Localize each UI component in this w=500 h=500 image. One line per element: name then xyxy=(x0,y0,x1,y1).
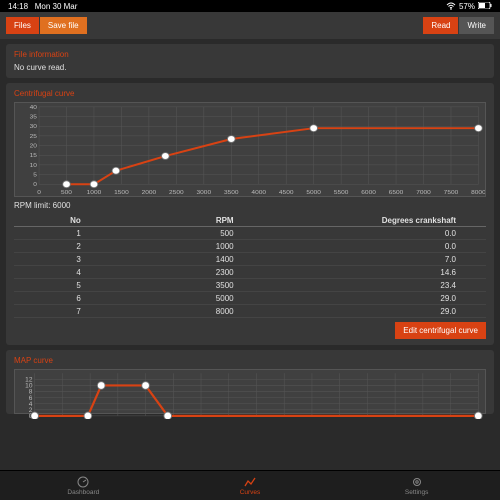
svg-text:3500: 3500 xyxy=(224,189,239,196)
table-row[interactable]: 6500029.0 xyxy=(14,292,486,305)
rpm-limit-label: RPM limit: 6000 xyxy=(14,201,486,210)
status-time: 14:18 xyxy=(8,2,28,11)
svg-text:1500: 1500 xyxy=(114,189,129,196)
svg-text:1000: 1000 xyxy=(87,189,102,196)
read-button[interactable]: Read xyxy=(423,17,458,34)
svg-text:6: 6 xyxy=(29,395,33,402)
map-chart[interactable]: 024681012 xyxy=(14,369,486,414)
svg-text:8: 8 xyxy=(29,389,33,396)
table-header: RPM xyxy=(85,214,274,227)
svg-text:0: 0 xyxy=(37,189,41,196)
svg-text:3000: 3000 xyxy=(197,189,212,196)
table-row[interactable]: 210000.0 xyxy=(14,240,486,253)
svg-text:5500: 5500 xyxy=(334,189,349,196)
edit-centrifugal-button[interactable]: Edit centrifugal curve xyxy=(395,322,486,339)
centrifugal-chart[interactable]: 0 5 10 15 20 25 30 35 40 0 500 1000 1500 2000 2500 3000… xyxy=(14,102,486,197)
file-info-title: File information xyxy=(14,50,486,59)
nav-label: Settings xyxy=(405,489,429,496)
svg-text:6000: 6000 xyxy=(361,189,376,196)
svg-text:4500: 4500 xyxy=(279,189,294,196)
svg-text:25: 25 xyxy=(30,133,38,140)
nav-label: Curves xyxy=(240,489,261,496)
svg-text:10: 10 xyxy=(30,162,38,169)
status-date: Mon 30 Mar xyxy=(35,2,78,11)
svg-text:4000: 4000 xyxy=(251,189,266,196)
svg-text:5: 5 xyxy=(33,172,37,179)
map-title: MAP curve xyxy=(14,356,486,365)
centrifugal-title: Centrifugal curve xyxy=(14,89,486,98)
bottom-nav: Dashboard Curves Settings xyxy=(0,470,500,500)
svg-text:10: 10 xyxy=(25,383,33,390)
gauge-icon xyxy=(77,476,89,488)
centrifugal-table: NoRPMDegrees crankshaft 15000.0210000.03… xyxy=(14,214,486,318)
svg-text:0: 0 xyxy=(33,181,37,188)
file-info-panel: File information No curve read. xyxy=(6,44,494,78)
curves-icon xyxy=(244,476,256,488)
table-row[interactable]: 4230014.6 xyxy=(14,266,486,279)
toolbar: Files Save file Read Write xyxy=(0,12,500,39)
table-header: Degrees crankshaft xyxy=(274,214,486,227)
status-bar: 14:18 Mon 30 Mar 57% xyxy=(0,0,500,12)
wifi-icon xyxy=(446,2,456,12)
svg-text:30: 30 xyxy=(30,123,38,130)
battery-pct: 57% xyxy=(459,2,475,11)
svg-text:35: 35 xyxy=(30,114,38,121)
nav-settings[interactable]: Settings xyxy=(333,471,500,500)
svg-text:4: 4 xyxy=(29,401,33,408)
svg-text:40: 40 xyxy=(30,104,38,111)
svg-text:6500: 6500 xyxy=(389,189,404,196)
svg-text:5000: 5000 xyxy=(306,189,321,196)
svg-text:15: 15 xyxy=(30,152,38,159)
svg-text:500: 500 xyxy=(61,189,73,196)
nav-dashboard[interactable]: Dashboard xyxy=(0,471,167,500)
svg-text:8000: 8000 xyxy=(471,189,485,196)
table-row[interactable]: 15000.0 xyxy=(14,227,486,240)
file-info-body: No curve read. xyxy=(14,63,486,72)
save-file-button[interactable]: Save file xyxy=(40,17,87,34)
svg-text:7500: 7500 xyxy=(444,189,459,196)
svg-text:20: 20 xyxy=(30,143,38,150)
battery-icon xyxy=(478,2,492,11)
svg-text:2000: 2000 xyxy=(142,189,157,196)
table-row[interactable]: 5350023.4 xyxy=(14,279,486,292)
svg-text:7000: 7000 xyxy=(416,189,431,196)
svg-text:12: 12 xyxy=(25,377,33,384)
centrifugal-panel: Centrifugal curve 0 5 10 15 20 25 30 35 40 0 500 10… xyxy=(6,83,494,345)
svg-text:2500: 2500 xyxy=(169,189,184,196)
table-row[interactable]: 7800029.0 xyxy=(14,305,486,318)
nav-label: Dashboard xyxy=(67,489,99,496)
gear-icon xyxy=(411,476,423,488)
table-row[interactable]: 314007.0 xyxy=(14,253,486,266)
files-button[interactable]: Files xyxy=(6,17,39,34)
map-panel: MAP curve 024681012 xyxy=(6,350,494,414)
write-button[interactable]: Write xyxy=(459,17,494,34)
table-header: No xyxy=(14,214,85,227)
nav-curves[interactable]: Curves xyxy=(167,471,334,500)
